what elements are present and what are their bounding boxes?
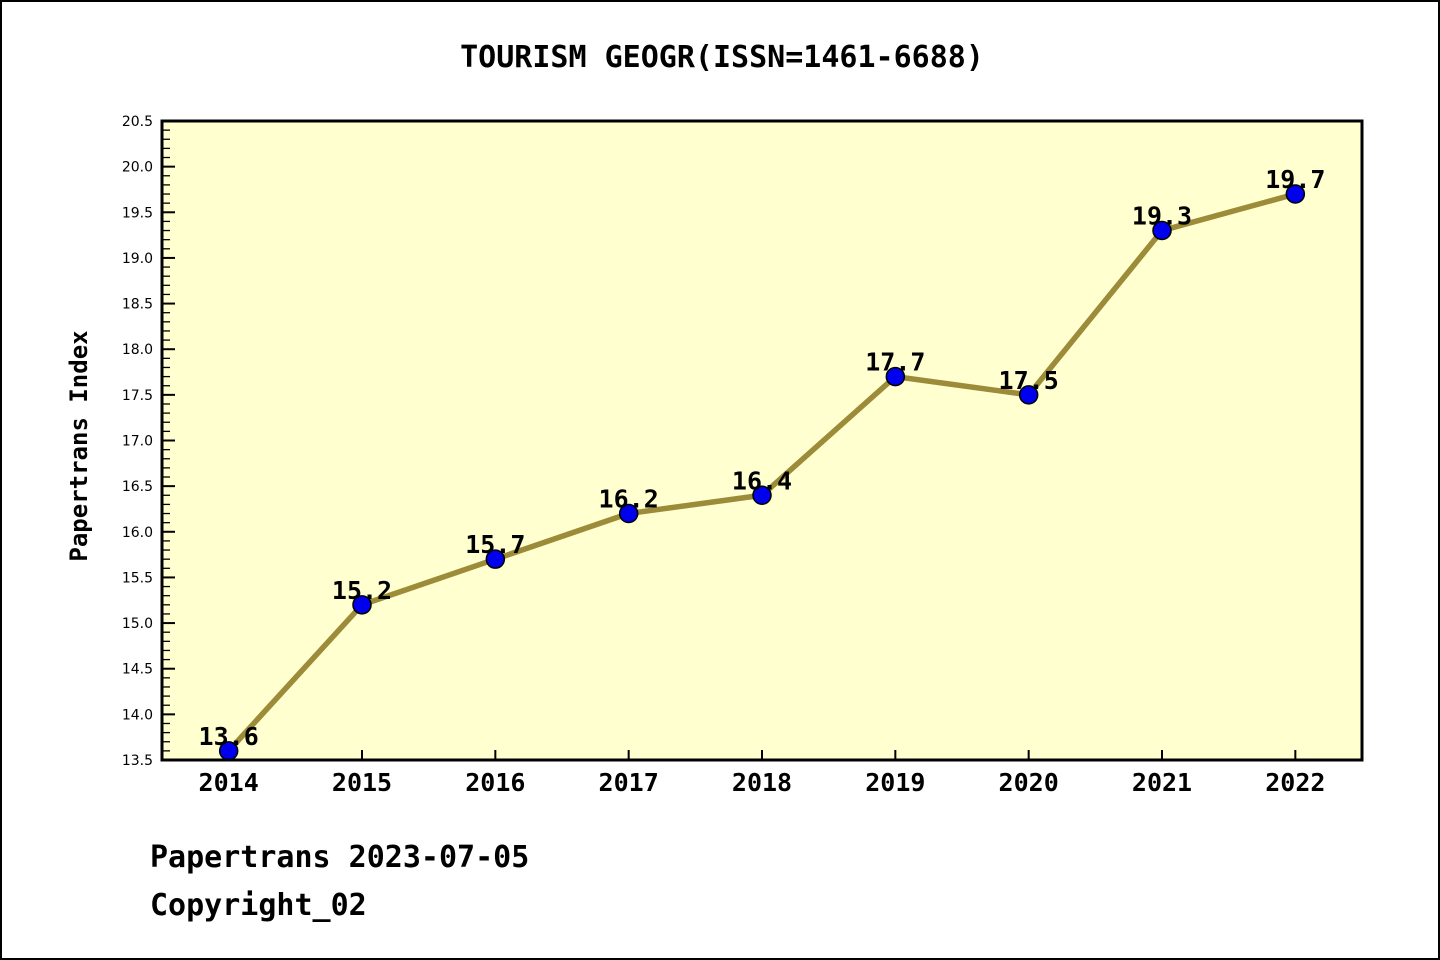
chart-title: TOURISM GEOGR(ISSN=1461-6688) (460, 40, 984, 75)
data-point-label: 17.5 (999, 366, 1059, 395)
y-axis-tick-label: 17.5 (122, 388, 153, 404)
data-point-label: 19.7 (1265, 165, 1325, 194)
data-point (1152, 220, 1172, 241)
x-axis-tick-label: 2019 (865, 768, 925, 797)
data-point (485, 549, 506, 569)
y-axis-tick-label: 20.0 (122, 160, 153, 176)
data-point (352, 595, 372, 615)
data-point-label: 13.6 (199, 722, 259, 751)
data-point-label: 15.2 (332, 576, 392, 605)
x-axis-tick-label: 2017 (599, 768, 659, 797)
data-point (1285, 184, 1306, 204)
y-axis-tick-label: 13.5 (122, 753, 153, 769)
data-point-label: 19.3 (1132, 202, 1192, 231)
footer-copyright-text: Copyright_02 (150, 888, 367, 923)
y-axis-tick-label: 16.5 (122, 479, 153, 495)
data-point-label: 17.7 (865, 348, 925, 377)
footer-date-text: Papertrans 2023-07-05 (150, 840, 530, 875)
data-point (1018, 385, 1039, 405)
y-axis-tick-label: 20.5 (122, 114, 153, 130)
data-point-label: 15.7 (465, 530, 525, 559)
y-axis-tick-label: 15.5 (122, 570, 153, 586)
x-axis-tick-label: 2014 (199, 768, 259, 797)
x-axis-tick-label: 2021 (1132, 768, 1192, 797)
x-axis-tick-label: 2016 (465, 768, 525, 797)
data-point-label: 16.2 (599, 485, 659, 514)
data-point (752, 485, 772, 506)
y-axis-tick-label: 14.0 (122, 707, 153, 723)
data-point-label: 16.4 (732, 466, 792, 495)
x-axis-tick-label: 2015 (332, 768, 392, 797)
y-axis-tick-label: 15.0 (122, 616, 153, 632)
y-axis-tick-label: 18.0 (122, 342, 153, 358)
data-point (618, 503, 639, 524)
y-axis-tick-label: 19.0 (122, 251, 153, 267)
y-axis-tick-label: 19.5 (122, 205, 153, 221)
y-axis-tick-label: 18.5 (122, 297, 153, 313)
plot-border (160, 119, 1364, 762)
y-axis-tick-label: 14.5 (122, 662, 153, 678)
x-axis-tick-label: 2018 (732, 768, 792, 797)
y-axis-tick-label: 17.0 (122, 434, 153, 450)
x-axis-tick-label: 2020 (999, 768, 1059, 797)
x-axis-tick-label: 2022 (1265, 768, 1325, 797)
y-axis-tick-label: 16.0 (122, 525, 153, 541)
data-point (885, 366, 906, 387)
